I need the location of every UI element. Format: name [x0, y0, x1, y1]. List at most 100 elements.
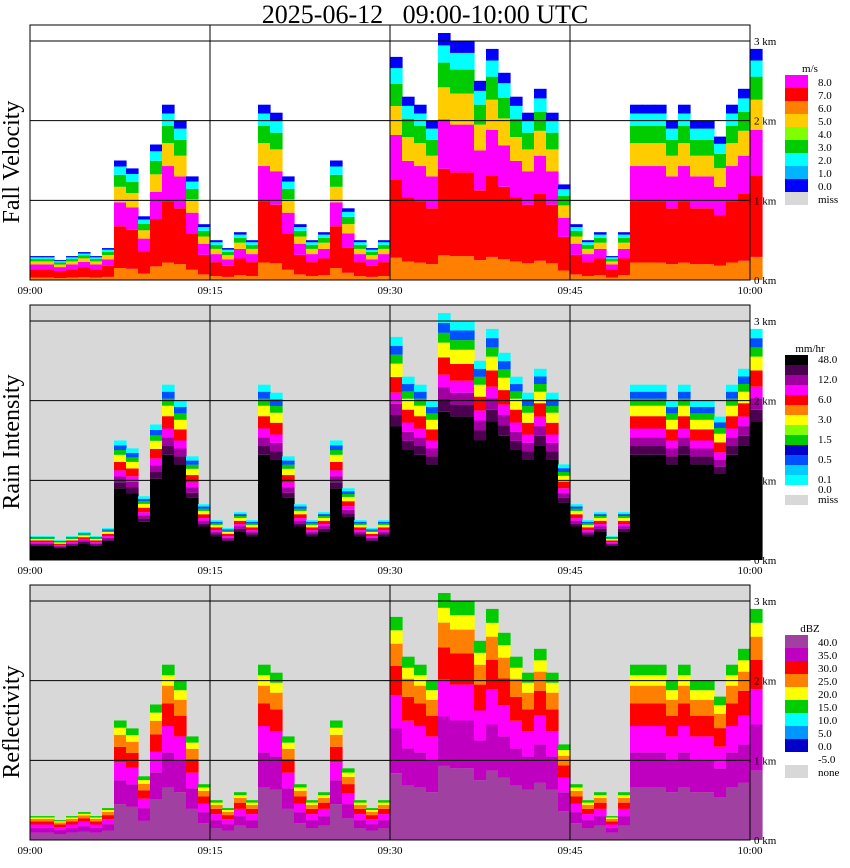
echo-cell: [126, 457, 139, 462]
echo-cell: [654, 166, 667, 202]
echo-cell: [594, 802, 607, 809]
echo-cell: [642, 454, 655, 560]
echo-cell: [30, 269, 43, 278]
echo-cell: [414, 166, 427, 202]
echo-cell: [498, 632, 511, 646]
echo-cell: [522, 121, 535, 133]
echo-cell: [318, 234, 331, 238]
echo-cell: [450, 600, 463, 616]
echo-cell: [642, 405, 655, 417]
echo-cell: [678, 405, 691, 417]
echo-cell: [102, 248, 115, 250]
echo-cell: [294, 803, 307, 813]
legend-label: 30.0: [818, 663, 838, 675]
echo-cell: [462, 69, 475, 94]
legend-swatch: [785, 127, 808, 140]
echo-cell: [270, 392, 283, 400]
echo-cell: [630, 166, 643, 202]
echo-cell: [522, 789, 535, 840]
echo-cell: [450, 320, 463, 331]
echo-cell: [294, 812, 307, 824]
echo-cell: [342, 513, 355, 517]
echo-cell: [414, 428, 427, 438]
echo-cell: [510, 197, 523, 262]
echo-cell: [186, 736, 199, 743]
echo-cell: [630, 787, 643, 840]
echo-cell: [78, 540, 91, 542]
echo-cell: [510, 409, 523, 423]
echo-cell: [390, 377, 403, 393]
echo-cell: [198, 526, 211, 560]
echo-cell: [570, 508, 583, 511]
echo-cell: [558, 237, 571, 271]
echo-columns: [30, 33, 763, 280]
echo-cell: [258, 437, 271, 447]
echo-cell: [570, 812, 583, 824]
echo-cell: [390, 56, 403, 69]
echo-cell: [222, 540, 235, 560]
echo-cell: [54, 542, 67, 544]
echo-cell: [606, 832, 619, 840]
echo-cell: [126, 207, 139, 230]
echo-cell: [366, 249, 379, 252]
echo-cell: [378, 523, 391, 525]
echo-cell: [702, 448, 715, 457]
echo-cell: [582, 536, 595, 560]
echo-cell: [354, 240, 367, 243]
legend-swatch: [785, 445, 808, 455]
legend-swatch: [785, 739, 808, 752]
echo-cell: [354, 262, 367, 276]
echo-cell: [726, 125, 739, 144]
legend-unit: mm/hr: [795, 343, 825, 355]
echo-cell: [702, 680, 715, 691]
echo-cell: [630, 428, 643, 438]
echo-cell: [558, 502, 571, 560]
echo-cell: [690, 264, 703, 280]
echo-cell: [78, 812, 91, 814]
echo-cell: [462, 629, 475, 654]
echo-cell: [462, 615, 475, 630]
legend-label: 5.0: [818, 116, 832, 128]
echo-cell: [702, 400, 715, 407]
echo-cell: [30, 543, 43, 545]
echo-cell: [390, 643, 403, 666]
echo-cell: [114, 804, 127, 840]
echo-cell: [198, 274, 211, 280]
echo-cell: [162, 703, 175, 727]
echo-cell: [366, 276, 379, 280]
echo-cell: [570, 243, 583, 255]
echo-cell: [678, 104, 691, 114]
echo-cell: [534, 111, 547, 131]
echo-cell: [618, 528, 631, 532]
legend-label: 8.0: [818, 77, 832, 89]
echo-cell: [426, 413, 439, 420]
echo-cell: [486, 386, 499, 399]
echo-cell: [462, 340, 475, 350]
echo-cell: [738, 155, 751, 194]
echo-cell: [102, 811, 115, 816]
echo-cell: [570, 823, 583, 840]
echo-cell: [690, 690, 703, 700]
echo-cell: [414, 391, 427, 399]
echo-cell: [354, 802, 367, 805]
echo-cell: [378, 242, 391, 245]
echo-cell: [510, 697, 523, 721]
echo-cell: [582, 520, 595, 522]
echo-cell: [342, 818, 355, 840]
echo-cell: [498, 435, 511, 560]
echo-cell: [714, 442, 727, 453]
echo-cell: [378, 804, 391, 809]
echo-cell: [378, 240, 391, 243]
legend-label: 0.0: [818, 741, 832, 753]
echo-cell: [138, 507, 151, 513]
echo-cell: [726, 201, 739, 263]
echo-cell: [714, 746, 727, 769]
echo-cell: [102, 276, 115, 280]
echo-cell: [522, 731, 535, 757]
legend-label: 6.0: [818, 103, 832, 115]
echo-cell: [510, 720, 523, 749]
echo-cell: [642, 201, 655, 263]
echo-cell: [738, 111, 751, 131]
echo-cell: [222, 249, 235, 252]
echo-cell: [234, 234, 247, 238]
